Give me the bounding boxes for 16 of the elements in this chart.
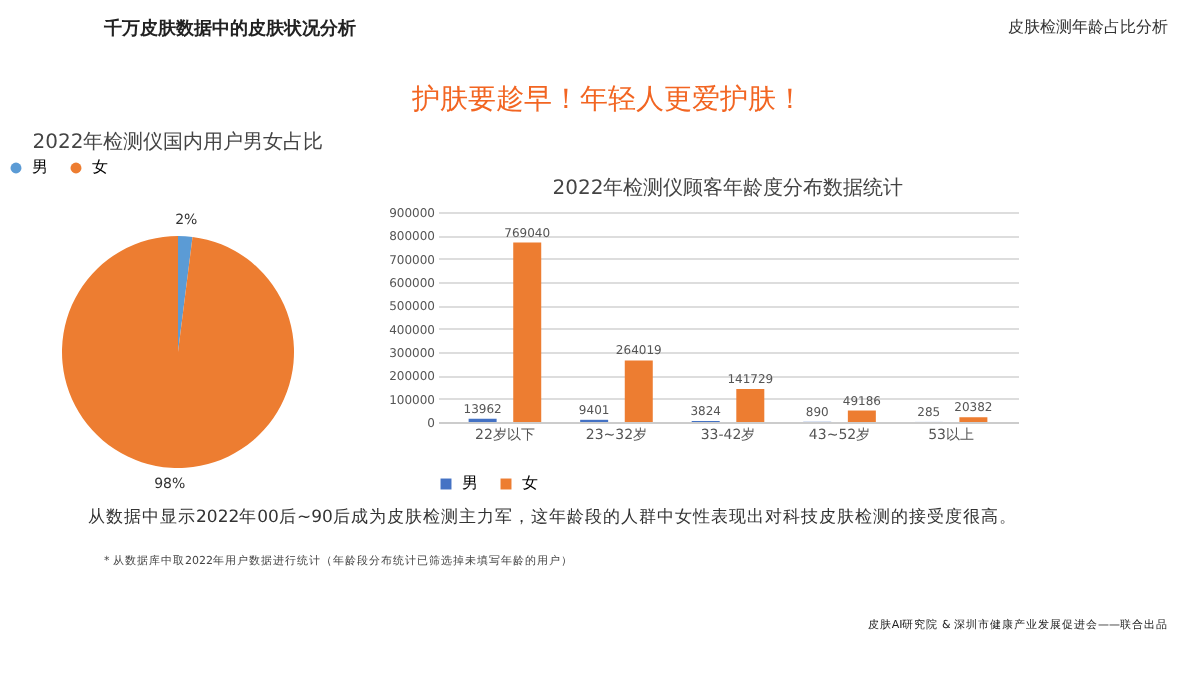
text: 千万皮肤数据中的皮肤状况分析	[102, 18, 356, 40]
bar	[513, 242, 542, 422]
bar	[847, 410, 876, 422]
legend-label: 男	[462, 474, 478, 492]
text: 护肤要趁早！年轻人更爱护肤！	[410, 84, 804, 116]
legend-label: 男	[32, 158, 48, 176]
pie-slice	[62, 236, 294, 468]
pie-slice	[178, 236, 193, 352]
text: 皮肤检测年龄占比分析	[1008, 18, 1168, 36]
bar	[736, 388, 765, 422]
legend-label: 女	[92, 158, 108, 176]
legend-label: 女	[522, 474, 538, 492]
chart-title: 2022年检测仪顾客年龄度分布数据统计	[552, 176, 904, 200]
chart-title: 2022年检测仪国内用户男女占比	[32, 130, 324, 154]
bar	[624, 360, 653, 422]
text: 从数据中显示2022年00后~90后成为皮肤检测主力军，这年龄段的人群中女性表现出对科技皮肤检测的接受度很高。	[88, 506, 1017, 528]
